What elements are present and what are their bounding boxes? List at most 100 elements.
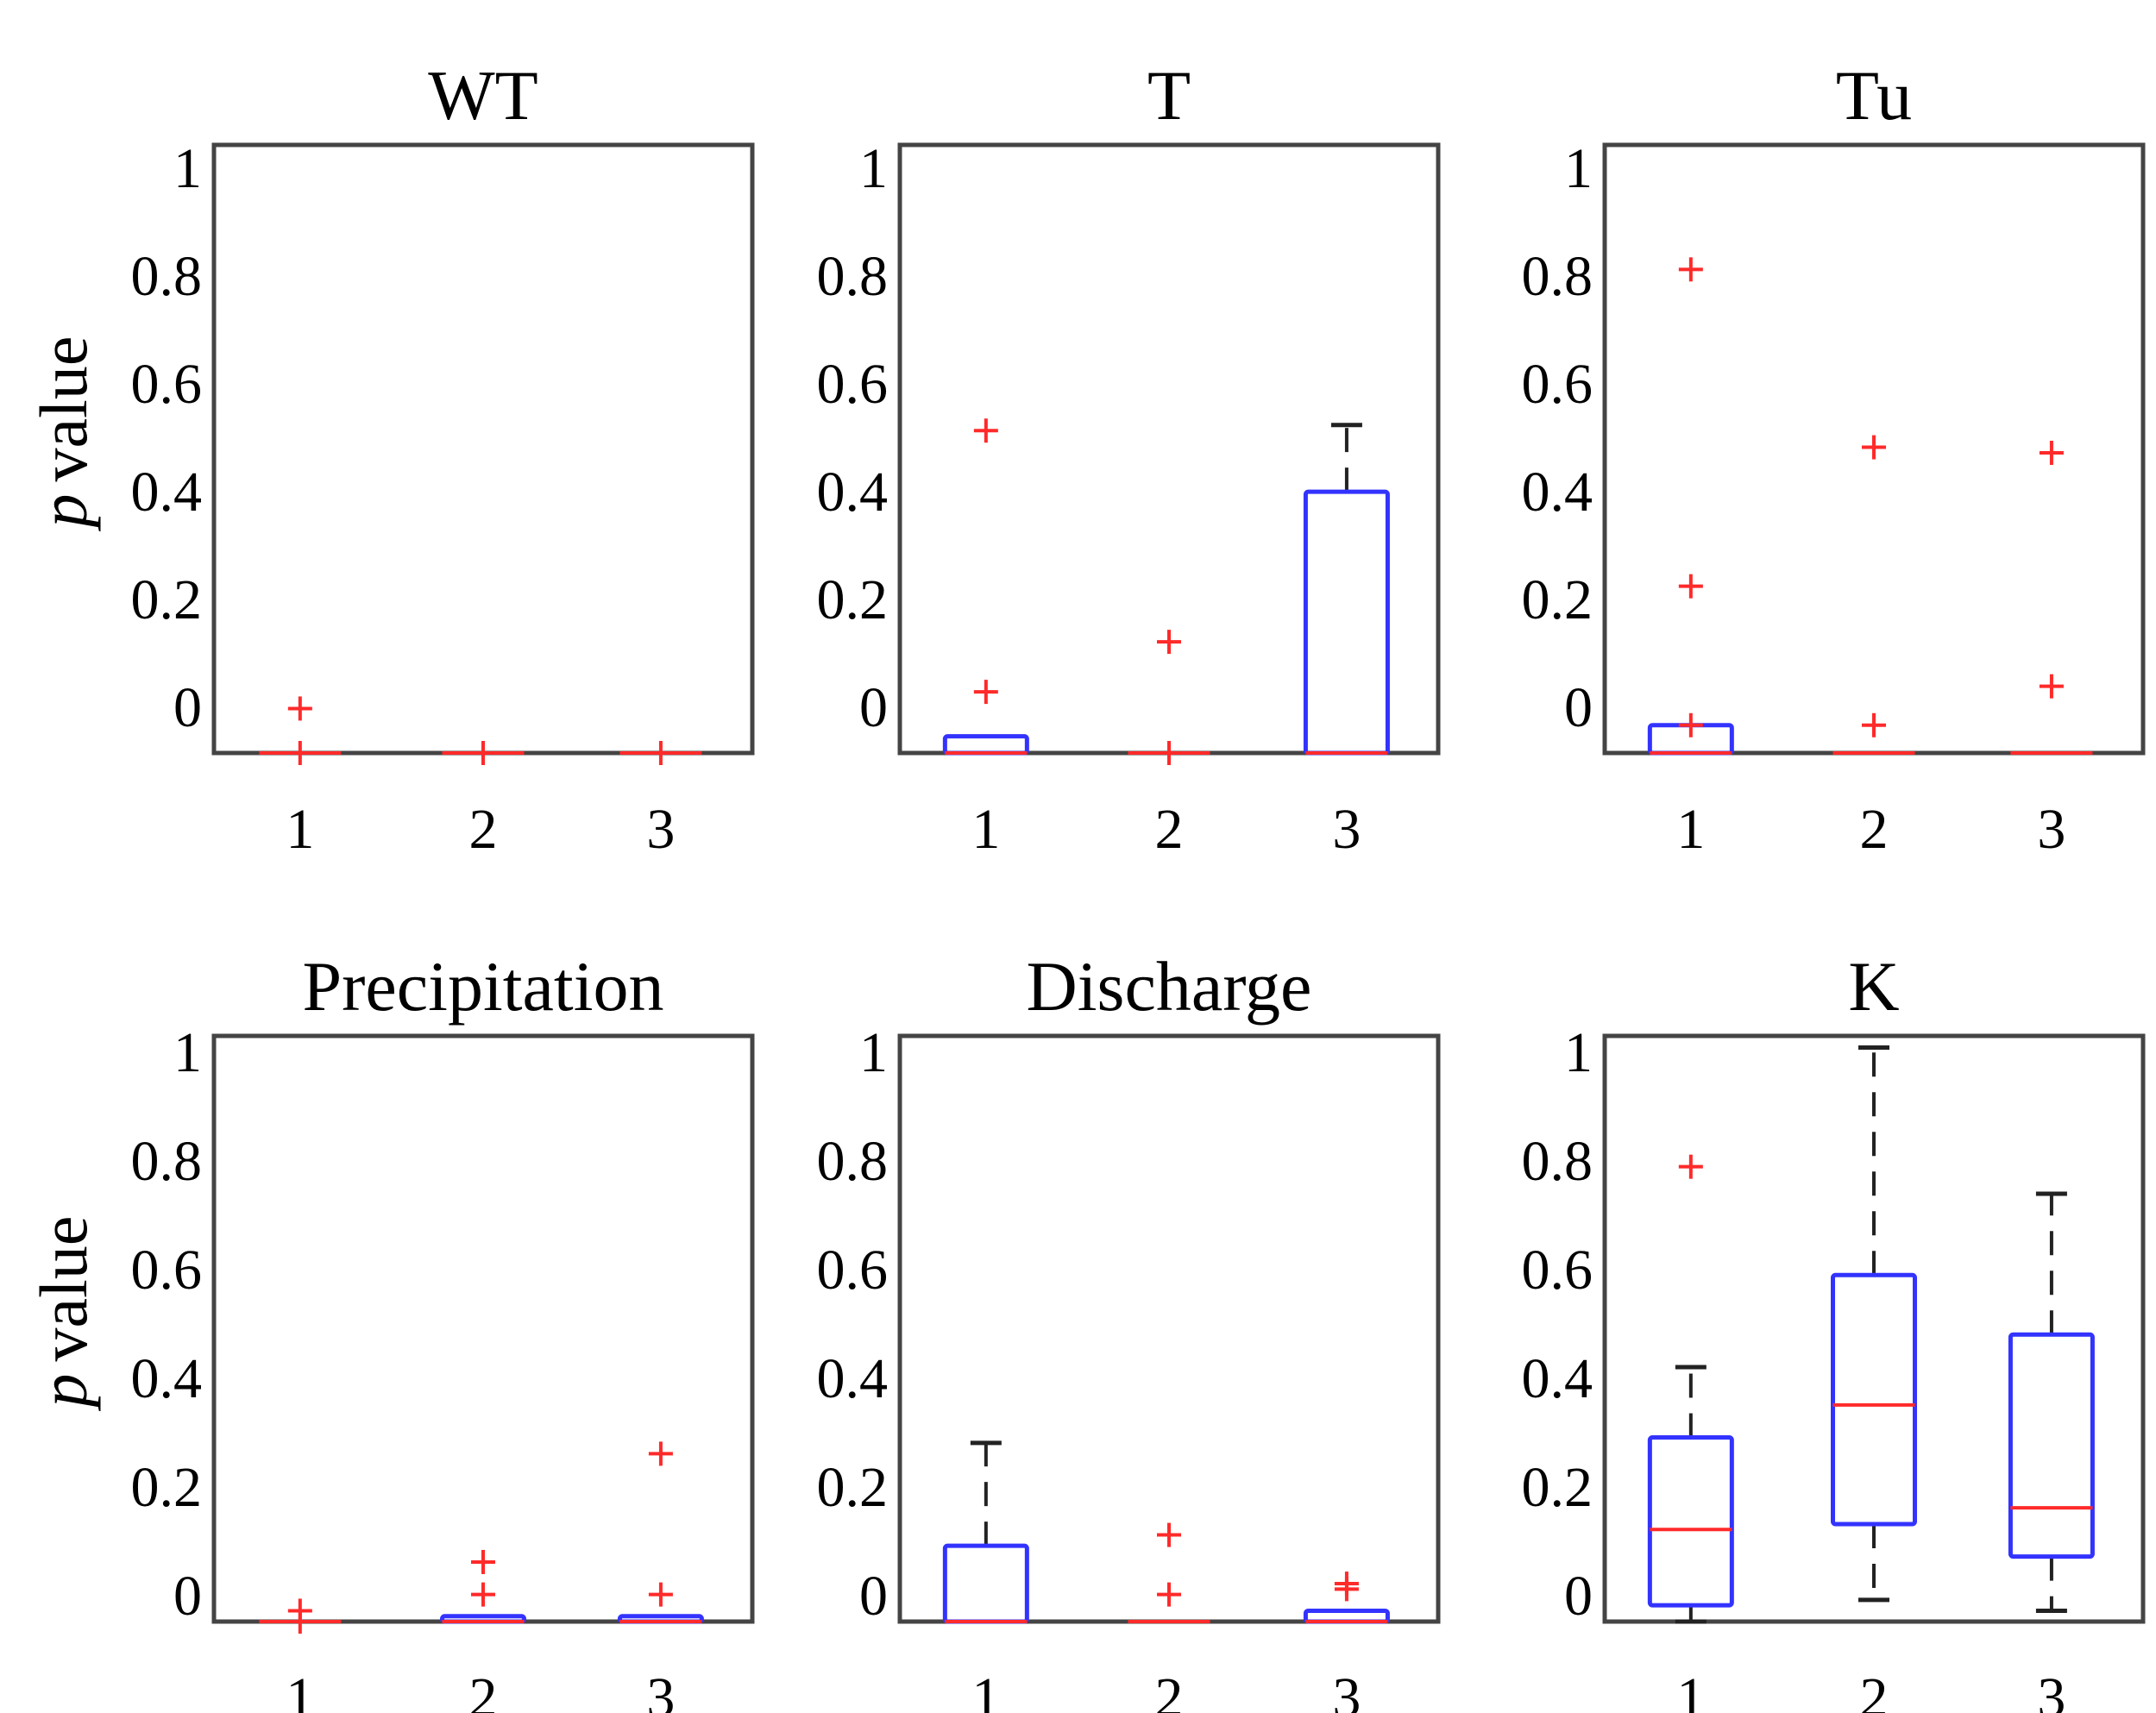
y-tick-label: 0.4 — [817, 461, 889, 524]
box-3 — [2008, 1191, 2095, 1613]
y-tick-label: 0.2 — [817, 568, 889, 631]
y-tick-label: 0.2 — [1522, 568, 1593, 631]
y-tick-label: 1 — [173, 137, 202, 200]
iqr-box — [1647, 1435, 1734, 1608]
box-1 — [259, 1598, 342, 1634]
x-tick-label: 3 — [1332, 798, 1361, 861]
outlier-marker — [1678, 712, 1703, 737]
axes-frame — [1602, 1033, 2146, 1624]
y-tick-label: 0.4 — [817, 1347, 889, 1410]
y-tick-label: 0 — [1564, 676, 1593, 739]
y-tick-label: 0.2 — [131, 1456, 203, 1519]
box-2 — [442, 741, 525, 765]
panel-title: Precipitation — [302, 947, 663, 1026]
axes-frame — [211, 1033, 755, 1624]
panel-precipitation: Precipitation 1 0.8 0.6 0.4 0.2 0 1 2 3 p value — [26, 947, 755, 1713]
box-1 — [259, 696, 342, 765]
y-axis-label-text: value — [26, 1216, 101, 1362]
box-2 — [1128, 630, 1210, 765]
x-tick-label: 1 — [1676, 1666, 1705, 1713]
outlier-marker — [471, 741, 495, 765]
x-tick-label: 1 — [971, 1666, 1000, 1713]
box-1 — [942, 1440, 1029, 1624]
outlier-marker — [1862, 435, 1886, 460]
y-tick-label: 1 — [859, 1021, 888, 1084]
y-tick-label: 0.4 — [1522, 1347, 1593, 1410]
iqr-box — [1831, 1272, 1917, 1527]
y-tick-label: 1 — [173, 1021, 202, 1084]
panel-title: Tu — [1836, 56, 1912, 135]
panel-tu: Tu 1 0.8 0.6 0.4 0.2 0 1 2 3 — [1522, 56, 2146, 861]
outlier-marker — [287, 1609, 312, 1634]
panel-title: K — [1848, 947, 1899, 1026]
x-tick-label: 2 — [1155, 1666, 1184, 1713]
iqr-box — [2008, 1332, 2095, 1559]
outlier-marker — [471, 1582, 495, 1607]
y-tick-label: 0.6 — [131, 1239, 203, 1302]
outlier-marker — [287, 741, 312, 765]
x-tick-label: 2 — [1155, 798, 1184, 861]
x-tick-label: 3 — [646, 798, 675, 861]
y-axis-label: p value — [26, 1216, 101, 1412]
y-tick-label: 0.4 — [1522, 461, 1593, 524]
y-tick-label: 1 — [1564, 137, 1593, 200]
y-axis-label-symbol: p — [26, 1373, 101, 1411]
box-2 — [440, 1549, 526, 1624]
x-tick-label: 1 — [286, 798, 314, 861]
y-tick-label: 0 — [173, 1565, 202, 1628]
iqr-box — [942, 1543, 1029, 1624]
x-tick-label: 2 — [469, 798, 498, 861]
outlier-marker — [1157, 741, 1181, 765]
outlier-marker — [973, 680, 998, 705]
y-tick-label: 0.4 — [131, 1347, 203, 1410]
y-tick-label: 0.6 — [131, 353, 203, 416]
y-tick-label: 0.8 — [131, 245, 203, 308]
outlier-marker — [287, 696, 312, 721]
y-tick-label: 0.4 — [131, 461, 203, 524]
x-tick-label: 2 — [1860, 1666, 1889, 1713]
y-tick-label: 0.6 — [1522, 1239, 1593, 1302]
axes-frame — [897, 142, 1441, 756]
outlier-marker — [1157, 1522, 1181, 1547]
y-tick-label: 0.8 — [817, 1130, 889, 1193]
panel-title: WT — [428, 56, 537, 135]
y-axis-label-symbol: p — [26, 493, 101, 531]
outlier-marker — [648, 1582, 673, 1607]
x-tick-label: 1 — [286, 1666, 314, 1713]
x-tick-label: 2 — [469, 1666, 498, 1713]
outlier-marker — [1334, 1577, 1359, 1602]
y-tick-label: 0.8 — [1522, 245, 1593, 308]
y-tick-label: 0 — [859, 1565, 888, 1628]
y-tick-label: 0.8 — [1522, 1130, 1593, 1193]
y-tick-label: 0.6 — [817, 353, 889, 416]
panel-title: T — [1147, 56, 1191, 135]
x-tick-label: 3 — [2037, 798, 2065, 861]
box-3 — [2010, 441, 2093, 755]
box-1 — [942, 418, 1029, 756]
y-tick-label: 0.2 — [1522, 1456, 1593, 1519]
y-tick-label: 0 — [859, 676, 888, 739]
box-1 — [1647, 257, 1734, 756]
box-1 — [1647, 1154, 1734, 1624]
outlier-marker — [471, 1549, 495, 1574]
outlier-marker — [1157, 1582, 1181, 1607]
outlier-marker — [1678, 257, 1703, 282]
axes-frame — [211, 142, 755, 756]
y-tick-label: 0 — [173, 676, 202, 739]
panel-wt: WT 1 0.8 0.6 0.4 0.2 0 1 2 3 p value — [26, 56, 755, 861]
outlier-marker — [1157, 630, 1181, 655]
panel-k: K 1 0.8 0.6 0.4 0.2 0 1 2 3 — [1522, 947, 2146, 1713]
outlier-marker — [1678, 574, 1703, 599]
y-tick-label: 0.8 — [131, 1130, 203, 1193]
panel-t: T 1 0.8 0.6 0.4 0.2 0 1 2 3 — [817, 56, 1441, 861]
y-tick-label: 1 — [859, 137, 888, 200]
box-2 — [1128, 1522, 1210, 1623]
outlier-marker — [1862, 712, 1886, 737]
y-tick-label: 0.2 — [817, 1456, 889, 1519]
y-tick-label: 0 — [1564, 1565, 1593, 1628]
y-axis-label: p value — [26, 336, 101, 532]
outlier-marker — [648, 741, 673, 765]
x-tick-label: 2 — [1860, 798, 1889, 861]
box-2 — [1831, 1045, 1917, 1603]
